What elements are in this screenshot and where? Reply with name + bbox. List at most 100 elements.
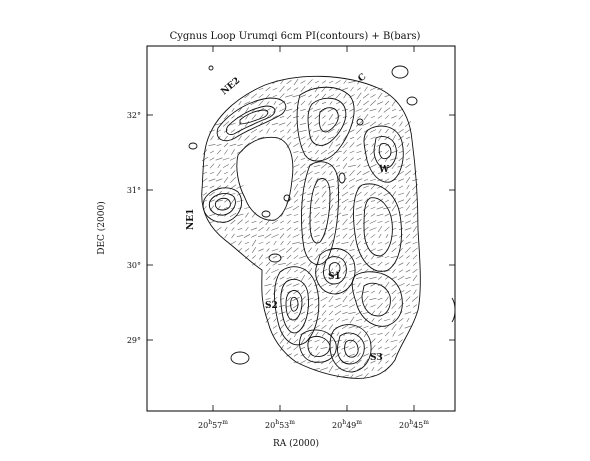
b-field-bar [383, 318, 391, 322]
b-field-bar [265, 303, 271, 309]
b-field-bar [363, 100, 369, 106]
b-field-bar [238, 107, 242, 113]
b-field-bar [343, 150, 347, 154]
b-field-bar [413, 226, 417, 232]
b-field-bar [321, 317, 327, 323]
b-field-bar [335, 92, 341, 100]
b-field-bar [369, 164, 377, 168]
b-field-bar [349, 296, 355, 302]
b-field-bar [314, 85, 320, 93]
b-field-bar [370, 178, 376, 182]
b-field-bar [293, 289, 299, 295]
b-field-bar [280, 240, 284, 246]
b-field-bar [286, 102, 292, 104]
b-field-bar [412, 268, 418, 274]
b-field-bar [348, 311, 356, 315]
b-field-bar [286, 296, 292, 302]
b-field-bar [266, 248, 270, 252]
b-field-bar [300, 317, 306, 323]
b-field-bar [391, 99, 397, 107]
b-field-bar [252, 255, 256, 259]
b-field-bar [327, 164, 335, 168]
b-field-bar [342, 304, 348, 308]
b-field-bar [370, 191, 376, 197]
label-s2: S2 [265, 301, 278, 311]
b-field-bar [342, 218, 348, 226]
b-field-bar [378, 128, 382, 134]
b-field-bar [315, 100, 319, 106]
b-field-bar [392, 198, 396, 204]
b-field-bar [313, 129, 321, 133]
b-field-bar [279, 135, 285, 141]
b-field-bar [376, 101, 384, 105]
b-field-bar [300, 163, 306, 169]
b-field-bar [404, 325, 412, 329]
b-field-bar [328, 310, 334, 316]
b-field-bar [392, 121, 396, 127]
b-field-bar [349, 249, 355, 251]
b-field-bar [202, 171, 208, 175]
b-field-bar [355, 127, 363, 135]
contour-c-3 [318, 107, 339, 133]
b-field-bar [215, 178, 223, 182]
contour-s2-3 [285, 290, 303, 321]
b-field-bar [293, 353, 299, 357]
b-field-bar [377, 366, 383, 372]
b-field-bar [279, 108, 285, 112]
b-field-bar [342, 141, 348, 149]
b-field-bar [377, 261, 383, 267]
b-field-bar [406, 191, 410, 197]
b-field-bar [348, 366, 356, 372]
b-field-bar [320, 347, 328, 349]
b-field-bar [231, 149, 235, 155]
b-field-bar [286, 142, 292, 148]
b-field-bar [412, 262, 418, 266]
y-tick-label: 29° [127, 336, 141, 345]
b-field-bar [224, 149, 228, 155]
b-field-bar [208, 129, 216, 133]
b-field-bar [223, 142, 229, 148]
contour-right-1 [353, 183, 402, 272]
b-field-bar [307, 115, 313, 119]
b-field-bar [377, 192, 383, 196]
b-field-bar [273, 318, 277, 322]
b-field-bar [321, 241, 327, 245]
b-field-bar [293, 312, 299, 314]
b-field-bar [265, 267, 271, 275]
b-field-bar [356, 218, 362, 226]
label-s1: S1 [328, 272, 341, 282]
b-field-bar [265, 298, 271, 300]
b-field-bar [357, 282, 361, 288]
b-field-bar [343, 338, 347, 344]
b-field-bar [257, 235, 265, 237]
b-field-bar [293, 338, 299, 344]
b-field-bar [398, 185, 404, 189]
b-field-bar [384, 164, 390, 168]
b-field-bar [224, 135, 228, 141]
b-field-bar [258, 262, 264, 266]
b-field-bar [224, 227, 228, 231]
b-field-bar [370, 156, 376, 162]
b-field-bar [384, 115, 390, 119]
b-field-bar [405, 163, 411, 169]
b-field-bar [216, 169, 222, 177]
b-field-bar [377, 318, 383, 322]
b-field-bar [279, 276, 285, 280]
b-field-bar [301, 114, 305, 120]
b-field-bar [363, 164, 369, 168]
b-field-bar [216, 144, 222, 146]
contour-lowright-1 [351, 271, 403, 327]
contour-s1-1 [315, 248, 356, 295]
b-field-bar [266, 310, 270, 316]
label-ne2: NE2 [220, 76, 243, 97]
plot-frame [146, 45, 456, 412]
b-field-bar [279, 85, 285, 93]
b-field-bar [329, 101, 333, 105]
b-field-bar [377, 302, 383, 310]
b-field-bar [405, 290, 411, 294]
b-field-bar [357, 87, 361, 91]
contour-isolated-4 [208, 65, 214, 71]
b-field-bar [265, 108, 271, 112]
b-field-bar [335, 234, 341, 238]
